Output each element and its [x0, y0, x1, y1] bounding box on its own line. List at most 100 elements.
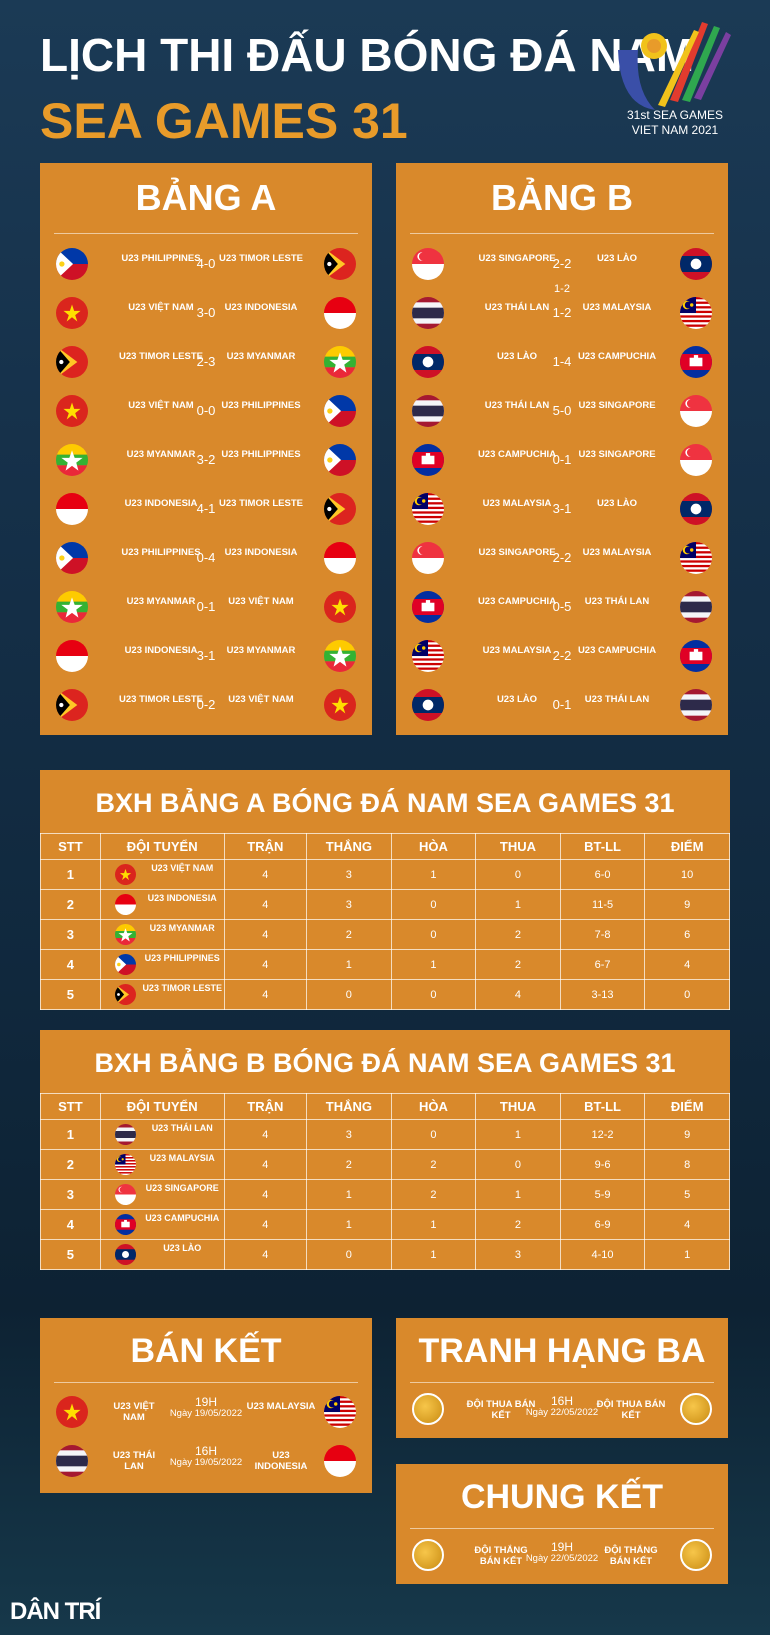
laos-flag-icon: [680, 493, 712, 525]
home-team: U23 THÁI LAN: [112, 1450, 156, 1472]
match-row: U23 INDONESIA 3-1 U23 MYANMAR: [40, 632, 372, 681]
malaysia-flag-icon: [114, 1154, 136, 1175]
semifinal-match: U23 THÁI LAN 16H Ngày 19/05/2022 U23 INDONE…: [40, 1437, 372, 1486]
rank-cell: 4: [40, 949, 101, 980]
match-score: 0-4: [196, 550, 216, 565]
malaysia-flag-icon: [680, 297, 712, 329]
timor-flag-icon: [56, 689, 88, 721]
rank-cell: 5: [40, 979, 101, 1010]
logo-line1: 31st SEA GAMES: [626, 108, 724, 122]
away-team: U23 THÁI LAN: [584, 694, 650, 705]
column-header: ĐIỂM: [644, 833, 730, 860]
points-cell: 4: [644, 949, 730, 980]
home-team: U23 THÁI LAN: [484, 400, 550, 411]
match-score: 0-1: [196, 599, 216, 614]
divider: [410, 1528, 714, 1529]
standings-header-row: STT ĐỘI TUYỂN TRẬN THẮNG HÒA THUA BT-LL ĐIỂM: [40, 1093, 730, 1120]
match-score: 3-0: [196, 305, 216, 320]
column-header: ĐỘI TUYỂN: [99, 833, 225, 860]
lost-cell: 0: [475, 859, 561, 890]
cambodia-flag-icon: [412, 444, 444, 476]
final-panel: CHUNG KẾT ĐỘI THẮNG BÁN KẾT 19H Ngày 22/…: [396, 1464, 728, 1584]
third-place-panel: TRANH HẠNG BA ĐỘI THUA BÁN KẾT 16H Ngày …: [396, 1318, 728, 1438]
vietnam-flag-icon: [324, 689, 356, 721]
table-row: 1 U23 THÁI LAN 4 3 0 1 12-2 9: [40, 1119, 730, 1150]
placeholder-ball-icon: [412, 1539, 444, 1571]
divider: [54, 1382, 358, 1383]
home-team: U23 SINGAPORE: [478, 253, 556, 264]
philippines-flag-icon: [324, 395, 356, 427]
won-cell: 0: [306, 979, 392, 1010]
table-row: 3 U23 MYANMAR 4 2 0 2 7-8 6: [40, 919, 730, 950]
home-team: U23 TIMOR LESTE: [119, 351, 203, 362]
philippines-flag-icon: [56, 542, 88, 574]
rank-cell: 1: [40, 859, 101, 890]
rank-cell: 5: [40, 1239, 101, 1270]
thailand-flag-icon: [680, 689, 712, 721]
cambodia-flag-icon: [680, 346, 712, 378]
points-cell: 1: [644, 1239, 730, 1270]
rank-cell: 3: [40, 1179, 101, 1210]
away-team: U23 TIMOR LESTE: [219, 253, 303, 264]
away-team: U23 PHILIPPINES: [221, 400, 301, 411]
group-a-title: BẢNG A: [135, 177, 277, 218]
rank-cell: 4: [40, 1209, 101, 1240]
team-cell: U23 MALAYSIA: [99, 1149, 225, 1180]
rank-cell: 2: [40, 1149, 101, 1180]
laos-flag-icon: [114, 1244, 136, 1265]
team-cell: U23 TIMOR LESTE: [99, 979, 225, 1010]
philippines-flag-icon: [56, 248, 88, 280]
won-cell: 0: [306, 1239, 392, 1270]
myanmar-flag-icon: [324, 640, 356, 672]
goals-cell: 6-7: [559, 949, 646, 980]
points-cell: 8: [644, 1149, 730, 1180]
points-cell: 0: [644, 979, 730, 1010]
match-time: 19H Ngày 22/05/2022: [396, 1541, 728, 1565]
drawn-cell: 1: [390, 1239, 477, 1270]
indonesia-flag-icon: [56, 493, 88, 525]
column-header: BT-LL: [559, 1093, 646, 1120]
table-row: 3 U23 SINGAPORE 4 1 2 1 5-9 5: [40, 1179, 730, 1210]
home-team: ĐỘI THUA BÁN KẾT: [466, 1399, 536, 1421]
lost-cell: 3: [475, 1239, 561, 1270]
placeholder-ball-icon: [680, 1539, 712, 1571]
team-cell: U23 MYANMAR: [99, 919, 225, 950]
singapore-flag-icon: [412, 542, 444, 574]
thailand-flag-icon: [412, 297, 444, 329]
drawn-cell: 2: [390, 1149, 477, 1180]
home-team: U23 MALAYSIA: [482, 645, 552, 656]
won-cell: 3: [306, 889, 392, 920]
home-team: U23 PHILIPPINES: [121, 547, 201, 558]
match-row: U23 CAMPUCHIA 0-1 U23 SINGAPORE: [396, 436, 728, 485]
match-row: U23 MALAYSIA 3-1 U23 LÀO: [396, 485, 728, 534]
team-cell: U23 VIỆT NAM: [99, 859, 225, 890]
team-name: U23 TIMOR LESTE: [142, 983, 222, 993]
standings-b-table: STT ĐỘI TUYỂN TRẬN THẮNG HÒA THUA BT-LL ĐIỂM 1 U…: [40, 1093, 730, 1270]
column-header: HÒA: [390, 833, 477, 860]
column-header: THUA: [475, 833, 561, 860]
won-cell: 1: [306, 1209, 392, 1240]
goals-cell: 3-13: [559, 979, 646, 1010]
thailand-flag-icon: [680, 591, 712, 623]
thailand-flag-icon: [56, 1445, 88, 1477]
column-header: STT: [40, 833, 101, 860]
drawn-cell: 0: [390, 889, 477, 920]
home-team: U23 MALAYSIA: [482, 498, 552, 509]
table-row: 4 U23 PHILIPPINES 4 1 1 2 6-7 4: [40, 949, 730, 980]
match-row: U23 MALAYSIA 2-2 U23 CAMPUCHIA: [396, 632, 728, 681]
away-team: U23 CAMPUCHIA: [577, 351, 657, 362]
match-date: Ngày 19/05/2022: [169, 1408, 243, 1419]
laos-flag-icon: [412, 346, 444, 378]
drawn-cell: 2: [390, 1179, 477, 1210]
match-score: 2-3: [196, 354, 216, 369]
malaysia-flag-icon: [412, 493, 444, 525]
rank-cell: 3: [40, 919, 101, 950]
home-team: U23 VIỆT NAM: [128, 400, 194, 411]
lost-cell: 1: [475, 1119, 561, 1150]
home-team: U23 MYANMAR: [126, 449, 196, 460]
timor-flag-icon: [324, 248, 356, 280]
home-team: U23 INDONESIA: [124, 498, 198, 509]
match-row: U23 LÀO 1-4 U23 CAMPUCHIA: [396, 338, 728, 387]
team-name: U23 CAMPUCHIA: [145, 1213, 220, 1223]
match-hour: 16H: [550, 1394, 573, 1408]
